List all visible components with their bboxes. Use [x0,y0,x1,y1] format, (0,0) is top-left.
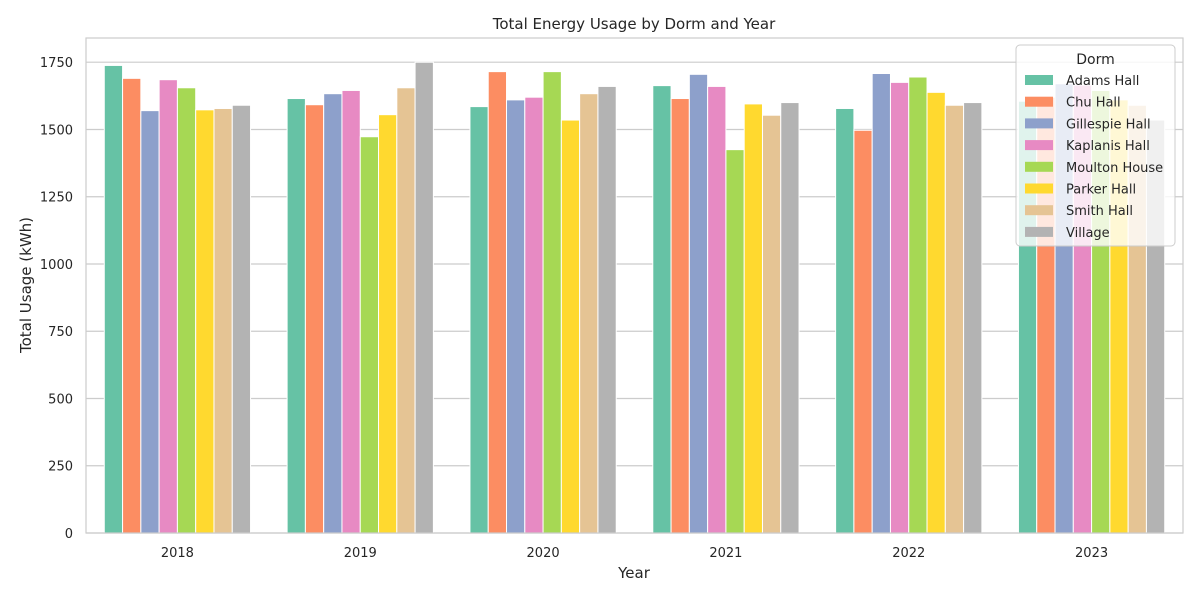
legend-label: Gillespie Hall [1066,117,1151,132]
bar [597,85,617,534]
bars [103,61,1166,534]
bar [743,103,763,534]
legend-label: Village [1066,226,1110,241]
bar [944,104,965,534]
y-axis-ticks: 0 250 500 750 1000 1250 1500 1750 [40,56,73,542]
bar [414,61,434,534]
bar [176,87,197,534]
legend-label: Parker Hall [1066,183,1136,198]
bar [378,114,398,534]
bar [524,96,544,534]
bar [725,149,745,534]
y-tick-label: 250 [48,460,73,475]
bar [231,104,252,534]
x-axis-ticks: 2018 2019 2020 2021 2022 2023 [161,546,1108,561]
bar [469,106,489,534]
y-tick-label: 1250 [40,191,73,206]
bar [926,91,946,534]
bar [396,87,416,534]
x-tick-label: 2021 [709,546,742,561]
legend: Dorm Adams Hall Chu Hall Gillespie Hall Kapl… [1015,44,1176,247]
legend-label: Moulton House [1066,161,1163,176]
legend-swatch [1025,226,1053,237]
bar [506,99,526,534]
bar [487,71,508,534]
bar [304,104,325,534]
bar [652,85,672,534]
plot-frame [85,37,1184,534]
y-tick-label: 500 [48,392,73,407]
bar [963,102,983,534]
legend-swatch [1025,161,1053,172]
legend-label: Smith Hall [1066,204,1133,219]
bar [213,107,233,534]
x-tick-label: 2019 [344,546,377,561]
y-tick-label: 1000 [40,258,73,273]
bar [122,77,142,534]
bar [835,107,855,534]
bar [103,64,124,534]
bar [670,98,690,534]
legend-label: Chu Hall [1066,96,1121,111]
legend-swatch [1025,205,1053,216]
legend-label: Adams Hall [1066,74,1139,89]
legend-swatch [1025,140,1053,151]
bar [359,136,380,534]
bar [286,98,306,534]
y-tick-label: 0 [65,527,73,542]
bar [780,102,800,534]
y-tick-label: 1750 [40,56,73,71]
chart-title: Total Energy Usage by Dorm and Year [492,15,776,33]
x-tick-label: 2022 [892,546,925,561]
bar [853,129,873,534]
legend-swatch [1025,118,1053,129]
bar [889,81,910,534]
y-tick-label: 1500 [40,123,73,138]
y-tick-label: 750 [48,325,73,340]
bar [542,71,562,534]
bar [707,85,727,534]
bar [579,93,599,534]
legend-swatch [1025,96,1053,107]
legend-label: Kaplanis Hall [1066,139,1150,154]
bar [195,109,215,534]
grid-lines [86,61,1183,534]
y-axis-label: Total Usage (kWh) [17,217,35,354]
x-tick-label: 2020 [527,546,560,561]
legend-swatch [1025,183,1053,194]
legend-swatch [1025,75,1053,85]
plot-border [85,37,1184,534]
legend-box [1015,44,1176,247]
bar [560,119,581,534]
bar [158,79,178,534]
bar [688,73,709,534]
bar [341,89,361,534]
x-axis-label: Year [617,564,651,582]
bar [871,73,891,534]
bar [323,93,343,534]
bar [908,76,928,534]
x-tick-label: 2018 [161,546,194,561]
x-tick-label: 2023 [1075,546,1108,561]
legend-title: Dorm [1076,52,1115,68]
bar [761,114,782,534]
bar [140,110,160,534]
